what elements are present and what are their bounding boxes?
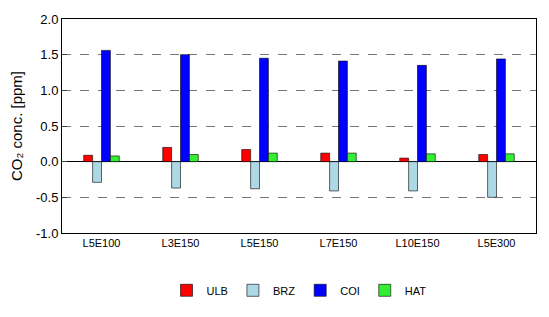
svg-text:HAT: HAT bbox=[405, 285, 426, 297]
svg-text:-1.0: -1.0 bbox=[36, 226, 58, 241]
svg-text:L5E300: L5E300 bbox=[478, 237, 516, 249]
svg-text:0.0: 0.0 bbox=[40, 154, 58, 169]
svg-text:2.0: 2.0 bbox=[40, 12, 58, 27]
svg-text:L5E100: L5E100 bbox=[83, 237, 121, 249]
svg-text:L10E150: L10E150 bbox=[395, 237, 439, 249]
svg-text:L3E150: L3E150 bbox=[162, 237, 200, 249]
svg-text:1.0: 1.0 bbox=[40, 83, 58, 98]
svg-text:BRZ: BRZ bbox=[273, 285, 295, 297]
svg-text:0.5: 0.5 bbox=[40, 119, 58, 134]
svg-text:1.5: 1.5 bbox=[40, 47, 58, 62]
svg-text:COI: COI bbox=[340, 285, 360, 297]
svg-text:ULB: ULB bbox=[207, 285, 228, 297]
svg-text:CO₂ conc. [ppm]: CO₂ conc. [ppm] bbox=[8, 71, 25, 181]
svg-text:-0.5: -0.5 bbox=[36, 190, 58, 205]
svg-text:L5E150: L5E150 bbox=[241, 237, 279, 249]
svg-text:L7E150: L7E150 bbox=[320, 237, 358, 249]
